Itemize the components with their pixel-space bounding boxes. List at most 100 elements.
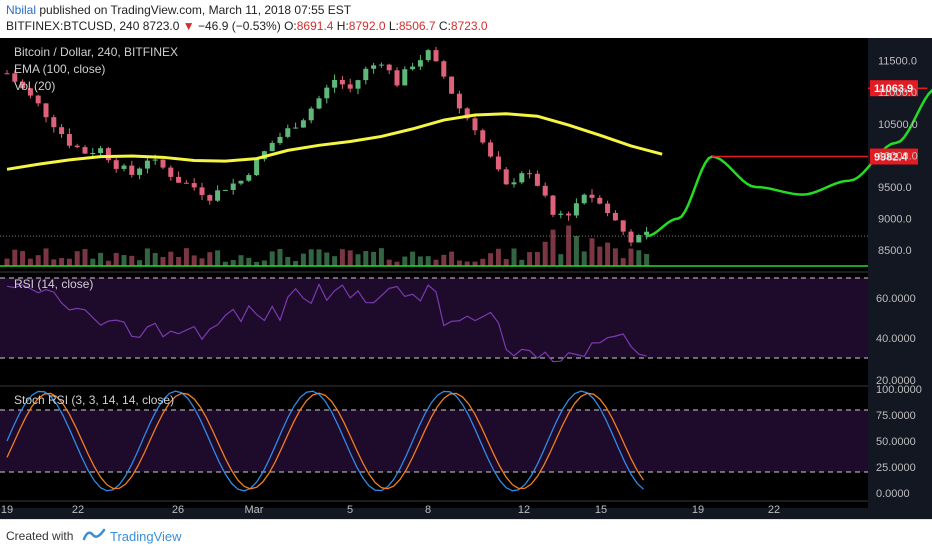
candle-body [347, 84, 353, 89]
volume-bar [215, 250, 221, 266]
volume-bar [597, 246, 603, 266]
volume-bar [527, 252, 533, 266]
candle-body [480, 130, 486, 143]
time-tick-label: Mar [245, 504, 264, 516]
level-tag [870, 148, 918, 165]
candle-body [222, 189, 228, 191]
rsi-pane[interactable]: RSI (14, close) 60.0000 40.0000 20.0000 [0, 277, 916, 387]
volume-bar [269, 251, 275, 266]
candle-body [82, 147, 88, 154]
candle-body [207, 195, 213, 201]
volume-bar [456, 260, 462, 266]
volume-bar [410, 251, 416, 266]
volume-bar [35, 255, 41, 266]
candle-body [324, 87, 330, 99]
candle-body [176, 176, 182, 183]
candle-body [464, 108, 470, 119]
candle-body [433, 50, 439, 62]
candle-body [534, 173, 540, 186]
volume-bar [488, 253, 494, 266]
price-axis: 11500.0 11000.0 10500.0 10000.0 9500.0 9000.0… [878, 56, 918, 258]
volume-bar [612, 248, 618, 266]
price-tick-label: 10500.0 [878, 119, 918, 131]
volume-bar [51, 259, 57, 266]
candle-body [339, 79, 345, 85]
candle-body [27, 88, 33, 96]
volume-bar [90, 258, 96, 266]
candle-body [488, 142, 494, 157]
candle-body [74, 145, 80, 148]
volume-bar [589, 238, 595, 266]
rsi-band [0, 278, 868, 358]
candle-body [300, 120, 306, 128]
price-change: −46.9 (−0.53%) [198, 19, 281, 33]
published-text: published on TradingView.com, March 11, … [39, 3, 352, 17]
header-line-1: Nbilal published on TradingView.com, Mar… [6, 3, 351, 17]
header-line-2: BITFINEX:BTCUSD, 240 8723.0 ▼ −46.9 (−0.… [6, 19, 488, 33]
volume-bar [324, 252, 330, 266]
tradingview-logo-icon[interactable] [82, 527, 106, 543]
candle-body [417, 60, 423, 67]
candle-body [98, 148, 104, 153]
candle-body [581, 194, 587, 204]
candle-body [269, 142, 275, 152]
volume-bar [441, 254, 447, 266]
volume-bar [152, 253, 158, 266]
time-axis[interactable]: 19 22 26 Mar 5 8 12 15 19 22 [1, 504, 780, 516]
price-levels[interactable]: 11063.9 9982.4 [712, 80, 928, 165]
volume-bar [472, 261, 478, 266]
time-tick-label: 26 [172, 504, 184, 516]
candle-body [160, 159, 166, 168]
volume-bar [238, 255, 244, 266]
price-tick-label: 11500.0 [878, 56, 917, 68]
candle-body [620, 220, 626, 232]
candle-body [527, 173, 533, 175]
volume-bar [105, 260, 111, 266]
price-tick-label: 9000.0 [878, 214, 912, 226]
price-pane[interactable]: 11063.9 9982.4 Bitcoin / Dollar, 240, BIT… [0, 45, 932, 267]
volume-bar [402, 256, 408, 266]
chart-area[interactable]: 11063.9 9982.4 Bitcoin / Dollar, 240, BIT… [0, 38, 932, 519]
candle-body [121, 165, 127, 169]
stoch-band [0, 410, 868, 472]
candle-body [285, 128, 291, 137]
volume-bar [542, 241, 548, 266]
open-value: 8691.4 [296, 19, 334, 33]
candle-body [636, 235, 642, 243]
candle-body [254, 159, 260, 176]
rsi-line [6, 282, 647, 363]
candle-body [589, 194, 595, 198]
low-value: 8506.7 [398, 19, 436, 33]
time-tick-label: 12 [518, 504, 530, 516]
symbol-label: BITFINEX:BTCUSD, 240 [6, 19, 140, 33]
volume-bars [4, 225, 650, 266]
volume-bar [59, 258, 65, 266]
stoch-tick-label: 25.0000 [876, 462, 916, 474]
stoch-rsi-pane[interactable]: Stoch RSI (3, 3, 14, 14, close) 100.0000… [0, 384, 922, 500]
candle-body [378, 64, 384, 66]
candle-body [456, 93, 462, 109]
tradingview-brand-link[interactable]: TradingView [110, 529, 182, 544]
price-pane-title: Bitcoin / Dollar, 240, BITFINEX [14, 45, 178, 59]
volume-bar [27, 258, 33, 266]
created-with-label: Created with [6, 529, 74, 543]
volume-bar [222, 261, 228, 266]
candle-body [35, 95, 41, 104]
projection-curve [646, 88, 932, 238]
candle-body [612, 212, 618, 221]
time-tick-label: 22 [72, 504, 84, 516]
stoch-tick-label: 100.0000 [876, 384, 922, 396]
volume-bar [339, 249, 345, 266]
volume-bar [558, 254, 564, 266]
candle-body [519, 173, 525, 183]
footer: Created with TradingView [0, 519, 932, 551]
volume-bar [12, 249, 18, 266]
candle-body [105, 148, 111, 161]
candle-body [238, 180, 244, 184]
candle-body [605, 203, 611, 213]
candle-body [425, 50, 431, 61]
author-link[interactable]: Nbilal [6, 3, 37, 17]
candle-body [371, 65, 377, 69]
volume-bar [628, 248, 634, 266]
close-value: 8723.0 [450, 19, 488, 33]
